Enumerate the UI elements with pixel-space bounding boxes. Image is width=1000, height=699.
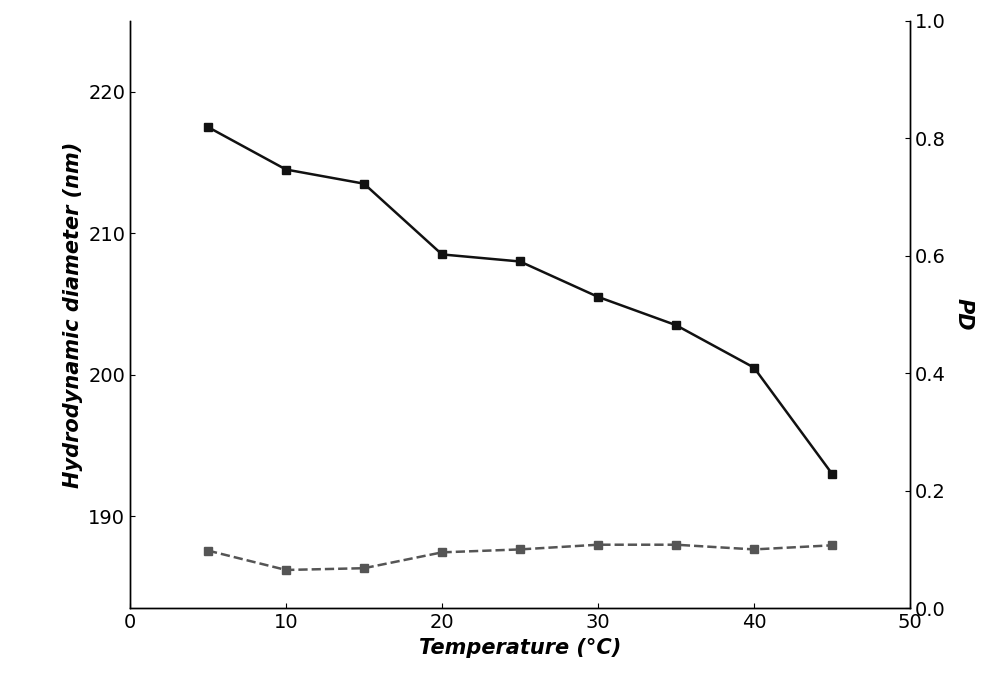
X-axis label: Temperature (°C): Temperature (°C) (419, 637, 621, 658)
Y-axis label: PD: PD (954, 298, 974, 331)
Y-axis label: Hydrodynamic diameter (nm): Hydrodynamic diameter (nm) (63, 141, 83, 488)
